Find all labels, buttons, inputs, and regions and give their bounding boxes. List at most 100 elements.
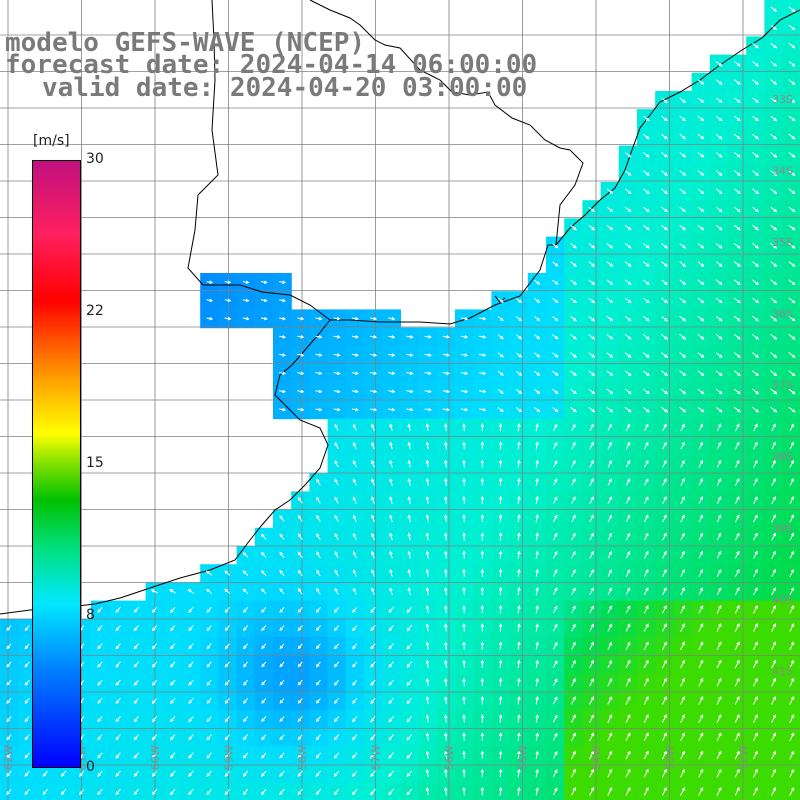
wind-arrow <box>643 587 649 596</box>
lon-label: 54W <box>590 745 603 770</box>
wind-arrow <box>297 734 303 741</box>
wind-arrow <box>279 734 285 741</box>
wind-arrow <box>206 606 212 614</box>
wind-arrow <box>607 514 612 523</box>
wind-arrow <box>624 334 632 340</box>
wind-arrow <box>479 316 487 321</box>
wind-arrow <box>552 787 558 796</box>
wind-arrow <box>480 623 485 632</box>
wind-arrow <box>188 734 194 741</box>
wind-arrow <box>570 279 577 285</box>
wind-arrow <box>680 477 685 486</box>
wind-arrow <box>517 768 521 778</box>
wind-arrow <box>661 677 667 687</box>
wind-arrow <box>552 407 559 413</box>
wind-arrow <box>788 133 796 140</box>
wind-arrow <box>498 750 503 760</box>
wind-arrow <box>279 335 287 339</box>
wind-arrow <box>734 695 740 705</box>
wind-arrow <box>697 315 705 322</box>
wind-arrow <box>770 206 778 213</box>
wind-arrow <box>570 714 576 723</box>
wind-arrow <box>788 388 796 395</box>
wind-arrow <box>643 459 649 468</box>
wind-arrow <box>370 734 376 741</box>
wind-arrow <box>697 170 705 176</box>
wind-arrow <box>443 459 448 468</box>
wind-arrow <box>788 261 796 267</box>
wind-arrow <box>716 604 722 614</box>
wind-arrow <box>480 441 485 450</box>
wind-arrow <box>552 605 558 614</box>
wind-arrow <box>570 352 577 358</box>
wind-arrow <box>243 661 248 668</box>
wind-arrow <box>679 188 687 194</box>
wind-arrow <box>715 224 723 231</box>
wind-arrow <box>443 659 448 668</box>
wind-arrow <box>442 353 451 357</box>
wind-arrow <box>316 478 321 486</box>
wind-arrow <box>607 496 612 505</box>
wind-arrow <box>753 587 758 596</box>
wind-arrow <box>698 677 704 687</box>
wind-arrow <box>697 97 705 103</box>
wind-arrow <box>442 389 451 394</box>
wind-arrow <box>679 370 687 377</box>
wind-arrow <box>515 370 522 376</box>
wind-arrow <box>334 478 339 486</box>
wind-arrow <box>170 643 176 650</box>
wind-arrow <box>24 788 30 796</box>
wind-arrow <box>352 478 357 486</box>
wind-arrow <box>571 659 576 669</box>
wind-arrow <box>589 550 594 559</box>
wind-arrow <box>752 279 760 286</box>
wind-arrow <box>407 423 411 432</box>
wind-arrow <box>570 243 577 249</box>
wind-arrow <box>535 695 539 705</box>
wind-arrow <box>788 97 796 104</box>
wind-arrow <box>571 514 576 523</box>
wind-arrow <box>315 606 321 613</box>
wind-arrow <box>535 532 539 541</box>
wind-arrow <box>625 750 631 760</box>
wind-arrow <box>517 477 521 486</box>
lon-label: 58W <box>296 745 309 770</box>
wind-arrow <box>625 459 631 468</box>
wind-arrow <box>388 353 396 357</box>
wind-arrow <box>788 224 796 231</box>
wind-arrow <box>60 770 67 777</box>
wind-arrow <box>788 243 796 249</box>
wind-arrow <box>589 605 594 614</box>
wind-arrow <box>789 732 795 742</box>
wind-arrow <box>788 115 796 122</box>
wind-arrow <box>625 605 631 614</box>
wind-arrow <box>425 423 430 432</box>
wind-arrow <box>242 280 250 284</box>
wind-arrow <box>224 298 232 303</box>
wind-arrow <box>771 423 776 432</box>
wind-arrow <box>370 770 376 777</box>
wind-arrow <box>188 770 194 777</box>
wind-arrow <box>715 279 723 286</box>
wind-arrow <box>24 661 30 668</box>
wind-arrow <box>535 477 539 486</box>
wind-arrow <box>425 459 430 468</box>
wind-arrow <box>716 423 722 432</box>
wind-arrow <box>6 661 12 668</box>
wind-arrow <box>661 315 668 322</box>
wind-arrow <box>206 661 212 668</box>
wind-arrow <box>607 587 612 596</box>
wind-arrow <box>480 677 485 687</box>
wind-arrow <box>697 188 705 194</box>
wind-arrow <box>462 441 466 450</box>
wind-arrow <box>97 716 103 723</box>
wind-arrow <box>60 788 67 795</box>
wind-arrow <box>498 477 503 486</box>
wind-arrow <box>498 423 503 432</box>
wind-arrow <box>115 661 121 668</box>
wind-arrow <box>425 586 430 596</box>
wind-arrow <box>643 659 649 669</box>
wind-arrow <box>770 334 778 340</box>
colorbar-tick-22: 22 <box>86 303 104 319</box>
wind-arrow <box>370 606 376 614</box>
